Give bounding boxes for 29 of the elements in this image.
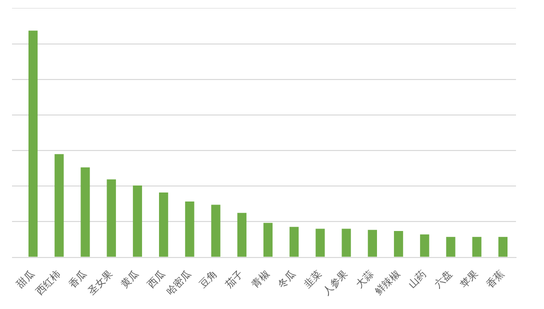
x-tick-label: 山药 — [406, 268, 429, 291]
bar — [290, 226, 299, 257]
bar — [342, 228, 351, 257]
bar — [106, 179, 116, 257]
bar — [132, 185, 142, 257]
bar — [211, 204, 220, 257]
bar — [498, 236, 508, 257]
x-tick-label: 黄瓜 — [118, 268, 142, 291]
x-tick-label: 青椒 — [249, 268, 272, 291]
x-tick-label: 冬瓜 — [275, 268, 298, 291]
bar — [185, 202, 194, 257]
bar — [446, 236, 456, 257]
bar — [263, 222, 273, 257]
x-tick-label: 茄子 — [223, 268, 246, 291]
bar — [316, 228, 325, 257]
bar — [54, 154, 64, 257]
bar — [28, 30, 38, 257]
bar — [394, 231, 404, 257]
bar — [159, 192, 168, 257]
x-tick-label: 六盘 — [432, 268, 455, 291]
x-tick-label: 豆角 — [197, 268, 220, 291]
x-tick-label: 苹果 — [458, 268, 481, 291]
bar — [237, 212, 246, 257]
bar — [420, 234, 430, 257]
bar — [368, 230, 377, 257]
bar — [80, 167, 90, 257]
x-tick-label: 香蕉 — [484, 268, 507, 291]
bar — [472, 236, 482, 257]
x-tick-label: 西红柿 — [33, 268, 64, 298]
